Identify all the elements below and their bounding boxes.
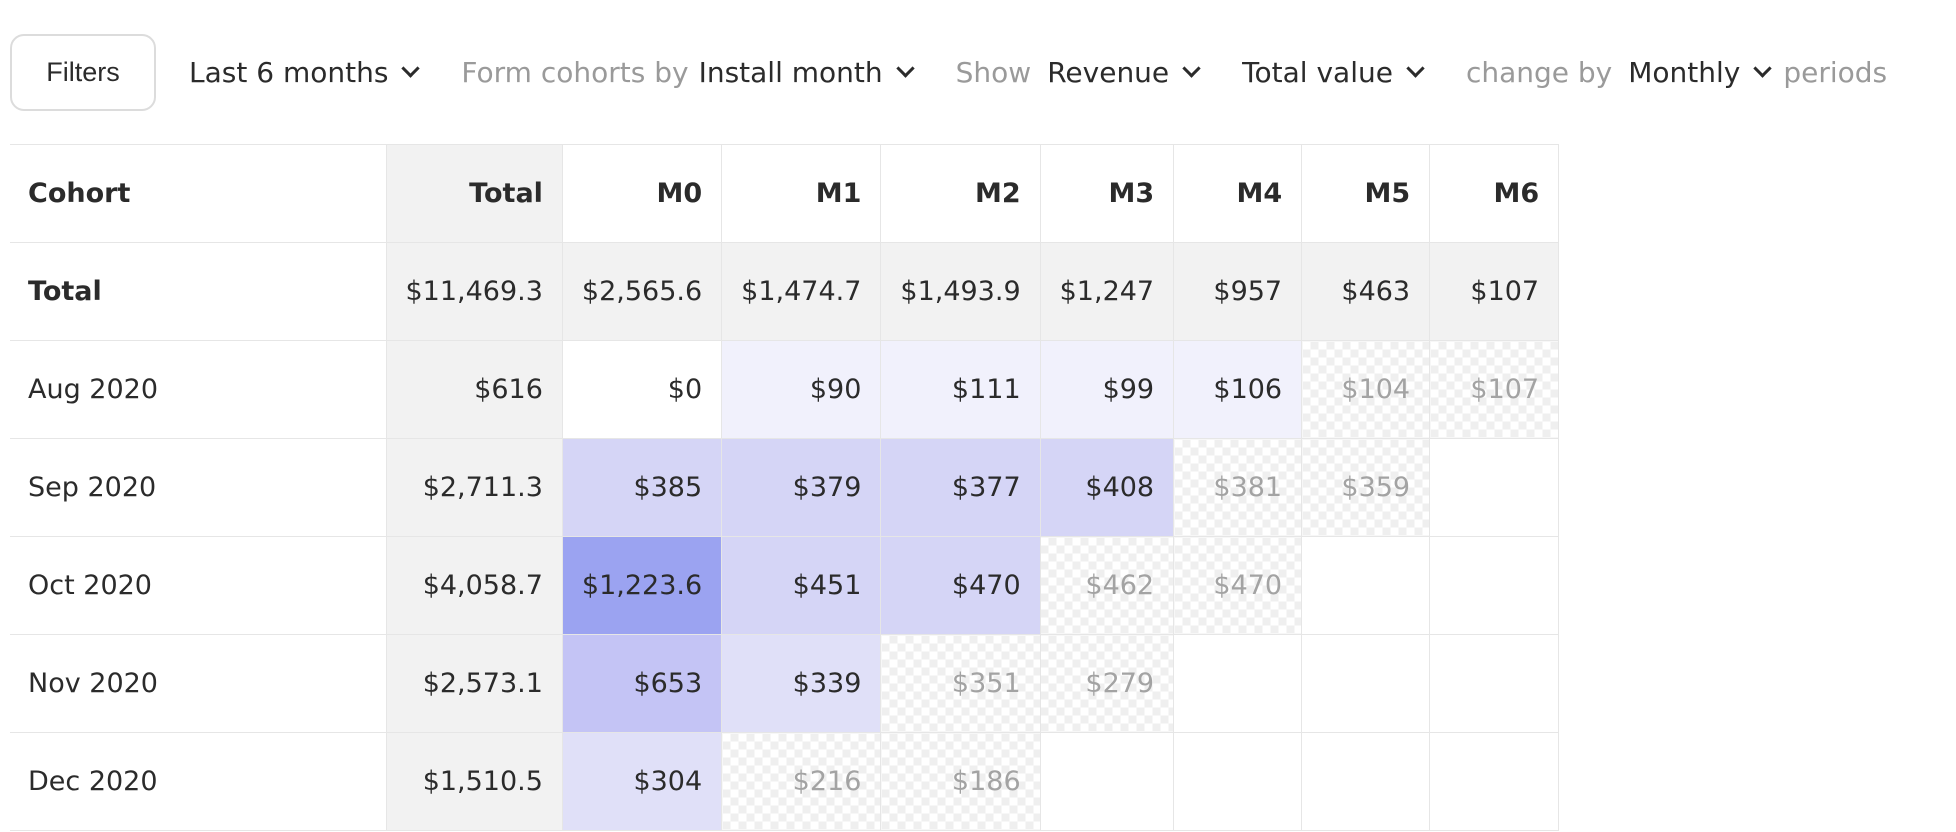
projected-cell: $104 (1301, 340, 1431, 439)
period-value: Last 6 months (189, 56, 389, 89)
empty-cell (1429, 634, 1560, 733)
empty-cell (1429, 732, 1560, 831)
cell: $653 (561, 634, 723, 733)
filters-button[interactable]: Filters (10, 34, 156, 111)
cell: $339 (721, 634, 882, 733)
period-dropdown[interactable]: Last 6 months (189, 56, 421, 89)
empty-cell (1301, 634, 1431, 733)
cohort-by-value: Install month (698, 56, 883, 89)
header-row: Cohort Total M0 M1 M2 M3 M4 M5 M6 (10, 144, 1560, 243)
row-total: $616 (385, 340, 563, 439)
projected-cell: $279 (1039, 634, 1175, 733)
empty-cell (1429, 438, 1560, 537)
header-m3[interactable]: M3 (1039, 144, 1175, 243)
row-label: Sep 2020 (10, 438, 387, 537)
cell: $1,247 (1039, 242, 1175, 341)
header-m5[interactable]: M5 (1301, 144, 1431, 243)
projected-cell: $216 (721, 732, 882, 831)
chevron-down-icon (1182, 59, 1201, 78)
projected-cell: $381 (1173, 438, 1303, 537)
header-m2[interactable]: M2 (880, 144, 1041, 243)
cell: $451 (721, 536, 882, 635)
metric-value: Revenue (1047, 56, 1170, 89)
cohort-row-nov-2020: Nov 2020 $2,573.1 $653 $339 $351 $279 (10, 634, 1560, 733)
cell: $304 (561, 732, 723, 831)
row-label: Nov 2020 (10, 634, 387, 733)
change-by-dropdown[interactable]: change by Monthly (1465, 56, 1773, 89)
cell: $470 (880, 536, 1041, 635)
row-label: Oct 2020 (10, 536, 387, 635)
cell: $1,223.6 (561, 536, 723, 635)
chevron-down-icon (401, 59, 421, 78)
projected-cell: $359 (1301, 438, 1431, 537)
cohort-row-dec-2020: Dec 2020 $1,510.5 $304 $216 $186 (10, 732, 1560, 831)
empty-cell (1039, 732, 1175, 831)
cohort-row-oct-2020: Oct 2020 $4,058.7 $1,223.6 $451 $470 $46… (10, 536, 1560, 635)
row-total: $1,510.5 (385, 732, 563, 831)
total-row: Total $11,469.3 $2,565.6 $1,474.7 $1,493… (10, 242, 1560, 341)
row-label: Total (10, 242, 387, 341)
cell: $111 (880, 340, 1041, 439)
cell: $0 (561, 340, 723, 439)
cell: $99 (1039, 340, 1175, 439)
projected-cell: $186 (880, 732, 1041, 831)
empty-cell (1301, 536, 1431, 635)
row-total: $2,711.3 (385, 438, 563, 537)
cell: $1,493.9 (880, 242, 1041, 341)
projected-cell: $462 (1039, 536, 1175, 635)
cell: $377 (880, 438, 1041, 537)
cell: $1,474.7 (721, 242, 882, 341)
cohort-row-aug-2020: Aug 2020 $616 $0 $90 $111 $99 $106 $104 … (10, 340, 1560, 439)
periods-label: periods (1783, 56, 1888, 89)
cohort-table: Cohort Total M0 M1 M2 M3 M4 M5 M6 Total … (10, 144, 1560, 831)
projected-cell: $107 (1429, 340, 1560, 439)
aggregation-value: Total value (1242, 56, 1393, 89)
header-m0[interactable]: M0 (561, 144, 723, 243)
header-m1[interactable]: M1 (721, 144, 882, 243)
header-m6[interactable]: M6 (1429, 144, 1560, 243)
chevron-down-icon (1406, 59, 1425, 78)
show-label: Show (955, 56, 1032, 89)
row-total: $4,058.7 (385, 536, 563, 635)
change-by-value: Monthly (1628, 56, 1741, 89)
cell: $463 (1301, 242, 1431, 341)
cell: $408 (1039, 438, 1175, 537)
cell: $106 (1173, 340, 1303, 439)
row-total: $2,573.1 (385, 634, 563, 733)
header-total[interactable]: Total (385, 144, 563, 243)
change-by-label: change by (1465, 56, 1613, 89)
toolbar: Filters Last 6 months Form cohorts by In… (10, 33, 1887, 112)
row-label: Aug 2020 (10, 340, 387, 439)
cohort-by-dropdown[interactable]: Form cohorts by Install month (461, 56, 915, 89)
cohort-row-sep-2020: Sep 2020 $2,711.3 $385 $379 $377 $408 $3… (10, 438, 1560, 537)
cell: $107 (1429, 242, 1560, 341)
empty-cell (1301, 732, 1431, 831)
row-total: $11,469.3 (385, 242, 563, 341)
empty-cell (1429, 536, 1560, 635)
cell: $385 (561, 438, 723, 537)
projected-cell: $470 (1173, 536, 1303, 635)
empty-cell (1173, 732, 1303, 831)
row-label: Dec 2020 (10, 732, 387, 831)
cell: $2,565.6 (561, 242, 723, 341)
chevron-down-icon (1753, 59, 1773, 78)
cell: $379 (721, 438, 882, 537)
projected-cell: $351 (880, 634, 1041, 733)
chevron-down-icon (895, 59, 915, 78)
cohort-by-label: Form cohorts by (461, 56, 689, 89)
cell: $90 (721, 340, 882, 439)
metric-dropdown[interactable]: Show Revenue (955, 56, 1201, 89)
cell: $957 (1173, 242, 1303, 341)
aggregation-dropdown[interactable]: Total value (1242, 56, 1425, 89)
header-cohort[interactable]: Cohort (10, 144, 387, 243)
empty-cell (1173, 634, 1303, 733)
header-m4[interactable]: M4 (1173, 144, 1303, 243)
